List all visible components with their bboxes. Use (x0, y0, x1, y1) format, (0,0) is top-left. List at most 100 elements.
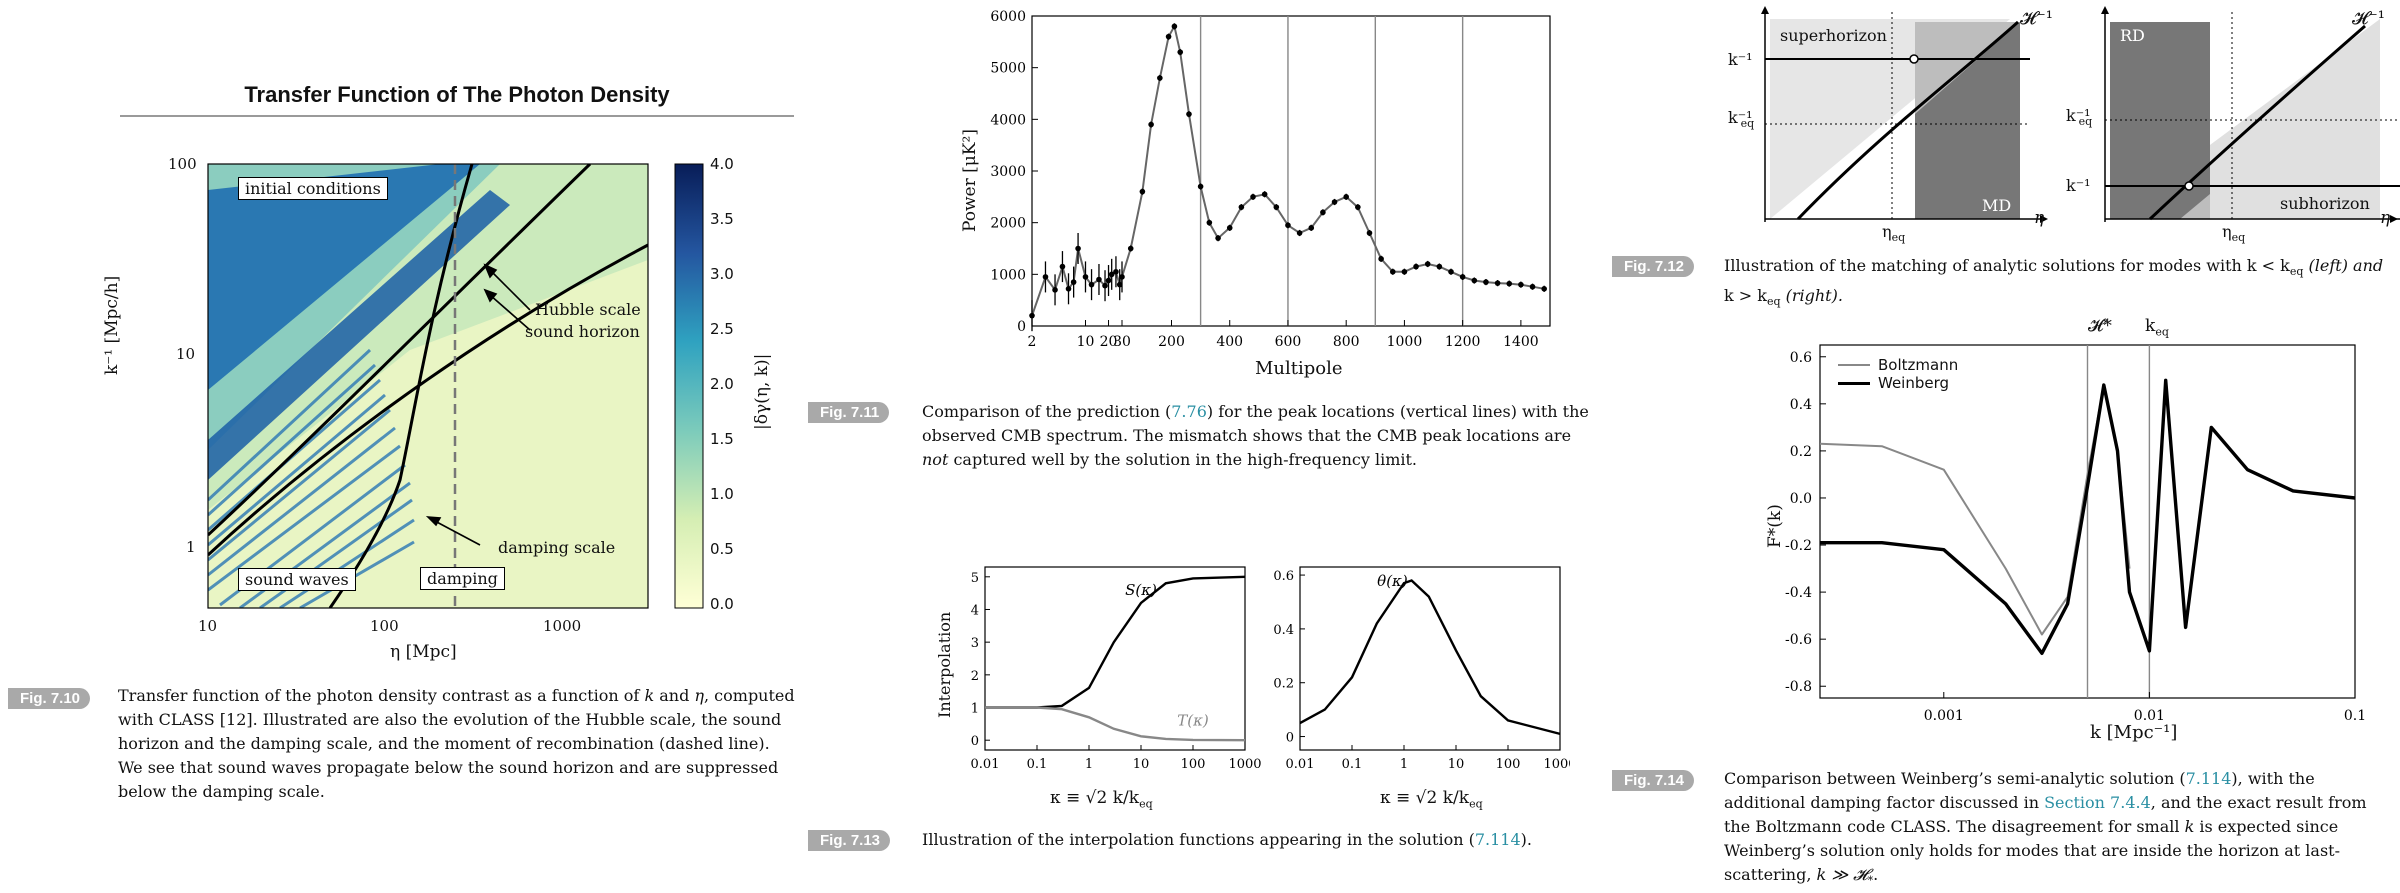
label-initial-conditions: initial conditions (238, 177, 388, 200)
data-point (1424, 261, 1431, 267)
fig714-caption-ref2[interactable]: Section 7.4.4 (2044, 793, 2151, 812)
data-point (1206, 219, 1213, 226)
fig712-subhorizon: subhorizon (2280, 194, 2370, 213)
data-point (1261, 191, 1268, 198)
x-tick-label: 30 (1113, 334, 1131, 350)
colorbar (674, 163, 704, 609)
cbar-tick: 0.0 (710, 595, 734, 613)
cbar-tick: 3.5 (710, 210, 734, 228)
label-sound-waves: sound waves (238, 568, 356, 591)
data-point (1171, 23, 1178, 30)
fig712-caption-sub: eq (1766, 295, 1781, 309)
data-point (1308, 225, 1315, 231)
fig713-caption-ref[interactable]: 7.114 (1474, 830, 1521, 849)
fig714-top-keq-text: k (2145, 316, 2156, 336)
data-point (1088, 281, 1095, 288)
series-line-1 (985, 706, 1246, 742)
y-tick-label: 0.0 (1790, 491, 1812, 507)
series-label-theta: θ(κ) (1377, 572, 1408, 590)
fig713-left-frame (984, 566, 1246, 751)
x-tick-label: 0.01 (1286, 757, 1315, 772)
data-point (1102, 282, 1108, 289)
fig714-top-keq: keq (2145, 316, 2169, 338)
fig712-rd: RD (2120, 26, 2145, 45)
y-tick-label: -0.8 (1785, 679, 1812, 695)
y-tick-label: 1000 (990, 267, 1026, 283)
fig714-caption-ref1[interactable]: 7.114 (2185, 769, 2232, 788)
x-tick-label: 1000 (1387, 334, 1423, 350)
fig712-left-panel (1761, 6, 2048, 223)
fig710-heatmap (207, 163, 704, 609)
fig710-ytick-1: 1 (186, 538, 196, 556)
x-tick-label: 200 (1158, 334, 1185, 350)
fig710-ylabel: k⁻¹ [Mpc/h] (102, 275, 122, 375)
fig710-caption-part: and (654, 686, 695, 705)
fig713-caption: Illustration of the interpolation functi… (922, 828, 1602, 852)
label-damping: damping (420, 567, 505, 590)
fig712-right-kinv: k⁻¹ (2066, 176, 2091, 195)
data-point (1105, 277, 1112, 284)
fig711-caption-em: not (922, 450, 949, 469)
fig713-xlabel-left: κ ≡ √2 k/keq (1050, 788, 1153, 810)
legend-line-boltzmann (1838, 364, 1870, 366)
data-point (1320, 209, 1326, 216)
data-point (1471, 277, 1478, 284)
fig710-caption-eta: η (694, 686, 704, 705)
data-point (1215, 235, 1221, 241)
y-tick-label: 5 (971, 571, 979, 586)
cbar-tick: 4.0 (710, 155, 734, 173)
fig712-right-keqinv-sub: eq (2078, 115, 2093, 129)
data-point (1273, 204, 1280, 210)
data-point (1483, 279, 1489, 285)
x-tick-label: 1 (1085, 757, 1093, 772)
fig712-caption-sub: eq (2289, 265, 2304, 279)
x-tick-label: 10 (1077, 334, 1095, 350)
x-tick-label: 10 (1448, 757, 1465, 772)
series-line-0 (985, 575, 1246, 709)
data-point (1413, 263, 1419, 270)
y-tick-label: 0.6 (1790, 350, 1812, 366)
x-tick-label: 100 (1181, 757, 1206, 772)
y-tick-label: 0 (971, 734, 979, 749)
data-point (1070, 279, 1077, 285)
fig711-caption-ref[interactable]: 7.76 (1171, 402, 1207, 421)
data-point (1238, 204, 1245, 210)
x-tick-label: 800 (1333, 334, 1360, 350)
data-point (1518, 281, 1524, 288)
fig714-chart: -0.8 -0.6 -0.4 -0.2 0.0 0.2 0.4 0.6 0.001 0.01 0.1 (1785, 344, 2366, 724)
fig710-cbar-ticks: 4.0 3.5 3.0 2.5 2.0 1.5 1.0 0.5 0.0 (710, 155, 770, 615)
fig714-top-H: 𝓗* (2088, 316, 2112, 336)
fig710-xlabel: η [Mpc] (390, 642, 457, 662)
x-tick-label: 0.01 (971, 757, 1000, 772)
y-tick-label: 3 (971, 636, 979, 651)
series-label-S: S(κ) (1125, 581, 1157, 599)
data-point (1059, 263, 1066, 270)
label-damping-scale: damping scale (498, 538, 616, 557)
y-tick-label: 0 (1017, 319, 1026, 335)
fig711-badge: Fig. 7.11 (808, 402, 890, 423)
y-tick-label: 0.2 (1273, 677, 1294, 692)
fig714-caption-b: ), with the additional damping factor di… (1724, 769, 2315, 812)
fig714-caption-k: k (2184, 817, 2195, 836)
x-tick-label: 1200 (1445, 334, 1481, 350)
fig713-xlabel-text: κ ≡ √2 k/k (1380, 788, 1470, 808)
fig710-ytick-100: 100 (168, 155, 197, 173)
fig710-caption-part: Transfer function of the photon density … (118, 686, 645, 705)
fig713-xlabel-right: κ ≡ √2 k/keq (1380, 788, 1483, 810)
fig712-left-eta-eq-sub: eq (1891, 231, 1906, 245)
fig713-chart: 0 1 2 3 4 5 0.01 0.1 1 10 100 1000 0 0.2 0.4 0.6 0.01 0.1… (971, 566, 1570, 772)
legend-label: Boltzmann (1878, 356, 1959, 374)
x-tick-label: 1 (1400, 757, 1408, 772)
label-sound-horizon: sound horizon (525, 322, 640, 341)
data-point (1197, 183, 1204, 190)
data-point (1127, 245, 1134, 252)
data-point (1355, 204, 1361, 210)
data-point (1226, 225, 1233, 231)
fig711-caption-a: Comparison of the prediction ( (922, 402, 1172, 421)
fig714-caption-a: Comparison between Weinberg’s semi-analy… (1724, 769, 2186, 788)
fig711-xlabel: Multipole (1255, 358, 1343, 379)
fig710-ytick-10: 10 (176, 345, 196, 363)
x-tick-label: 20 (1100, 334, 1118, 350)
cbar-tick: 3.0 (710, 265, 734, 283)
fig710-xtick-1000: 1000 (543, 617, 582, 635)
